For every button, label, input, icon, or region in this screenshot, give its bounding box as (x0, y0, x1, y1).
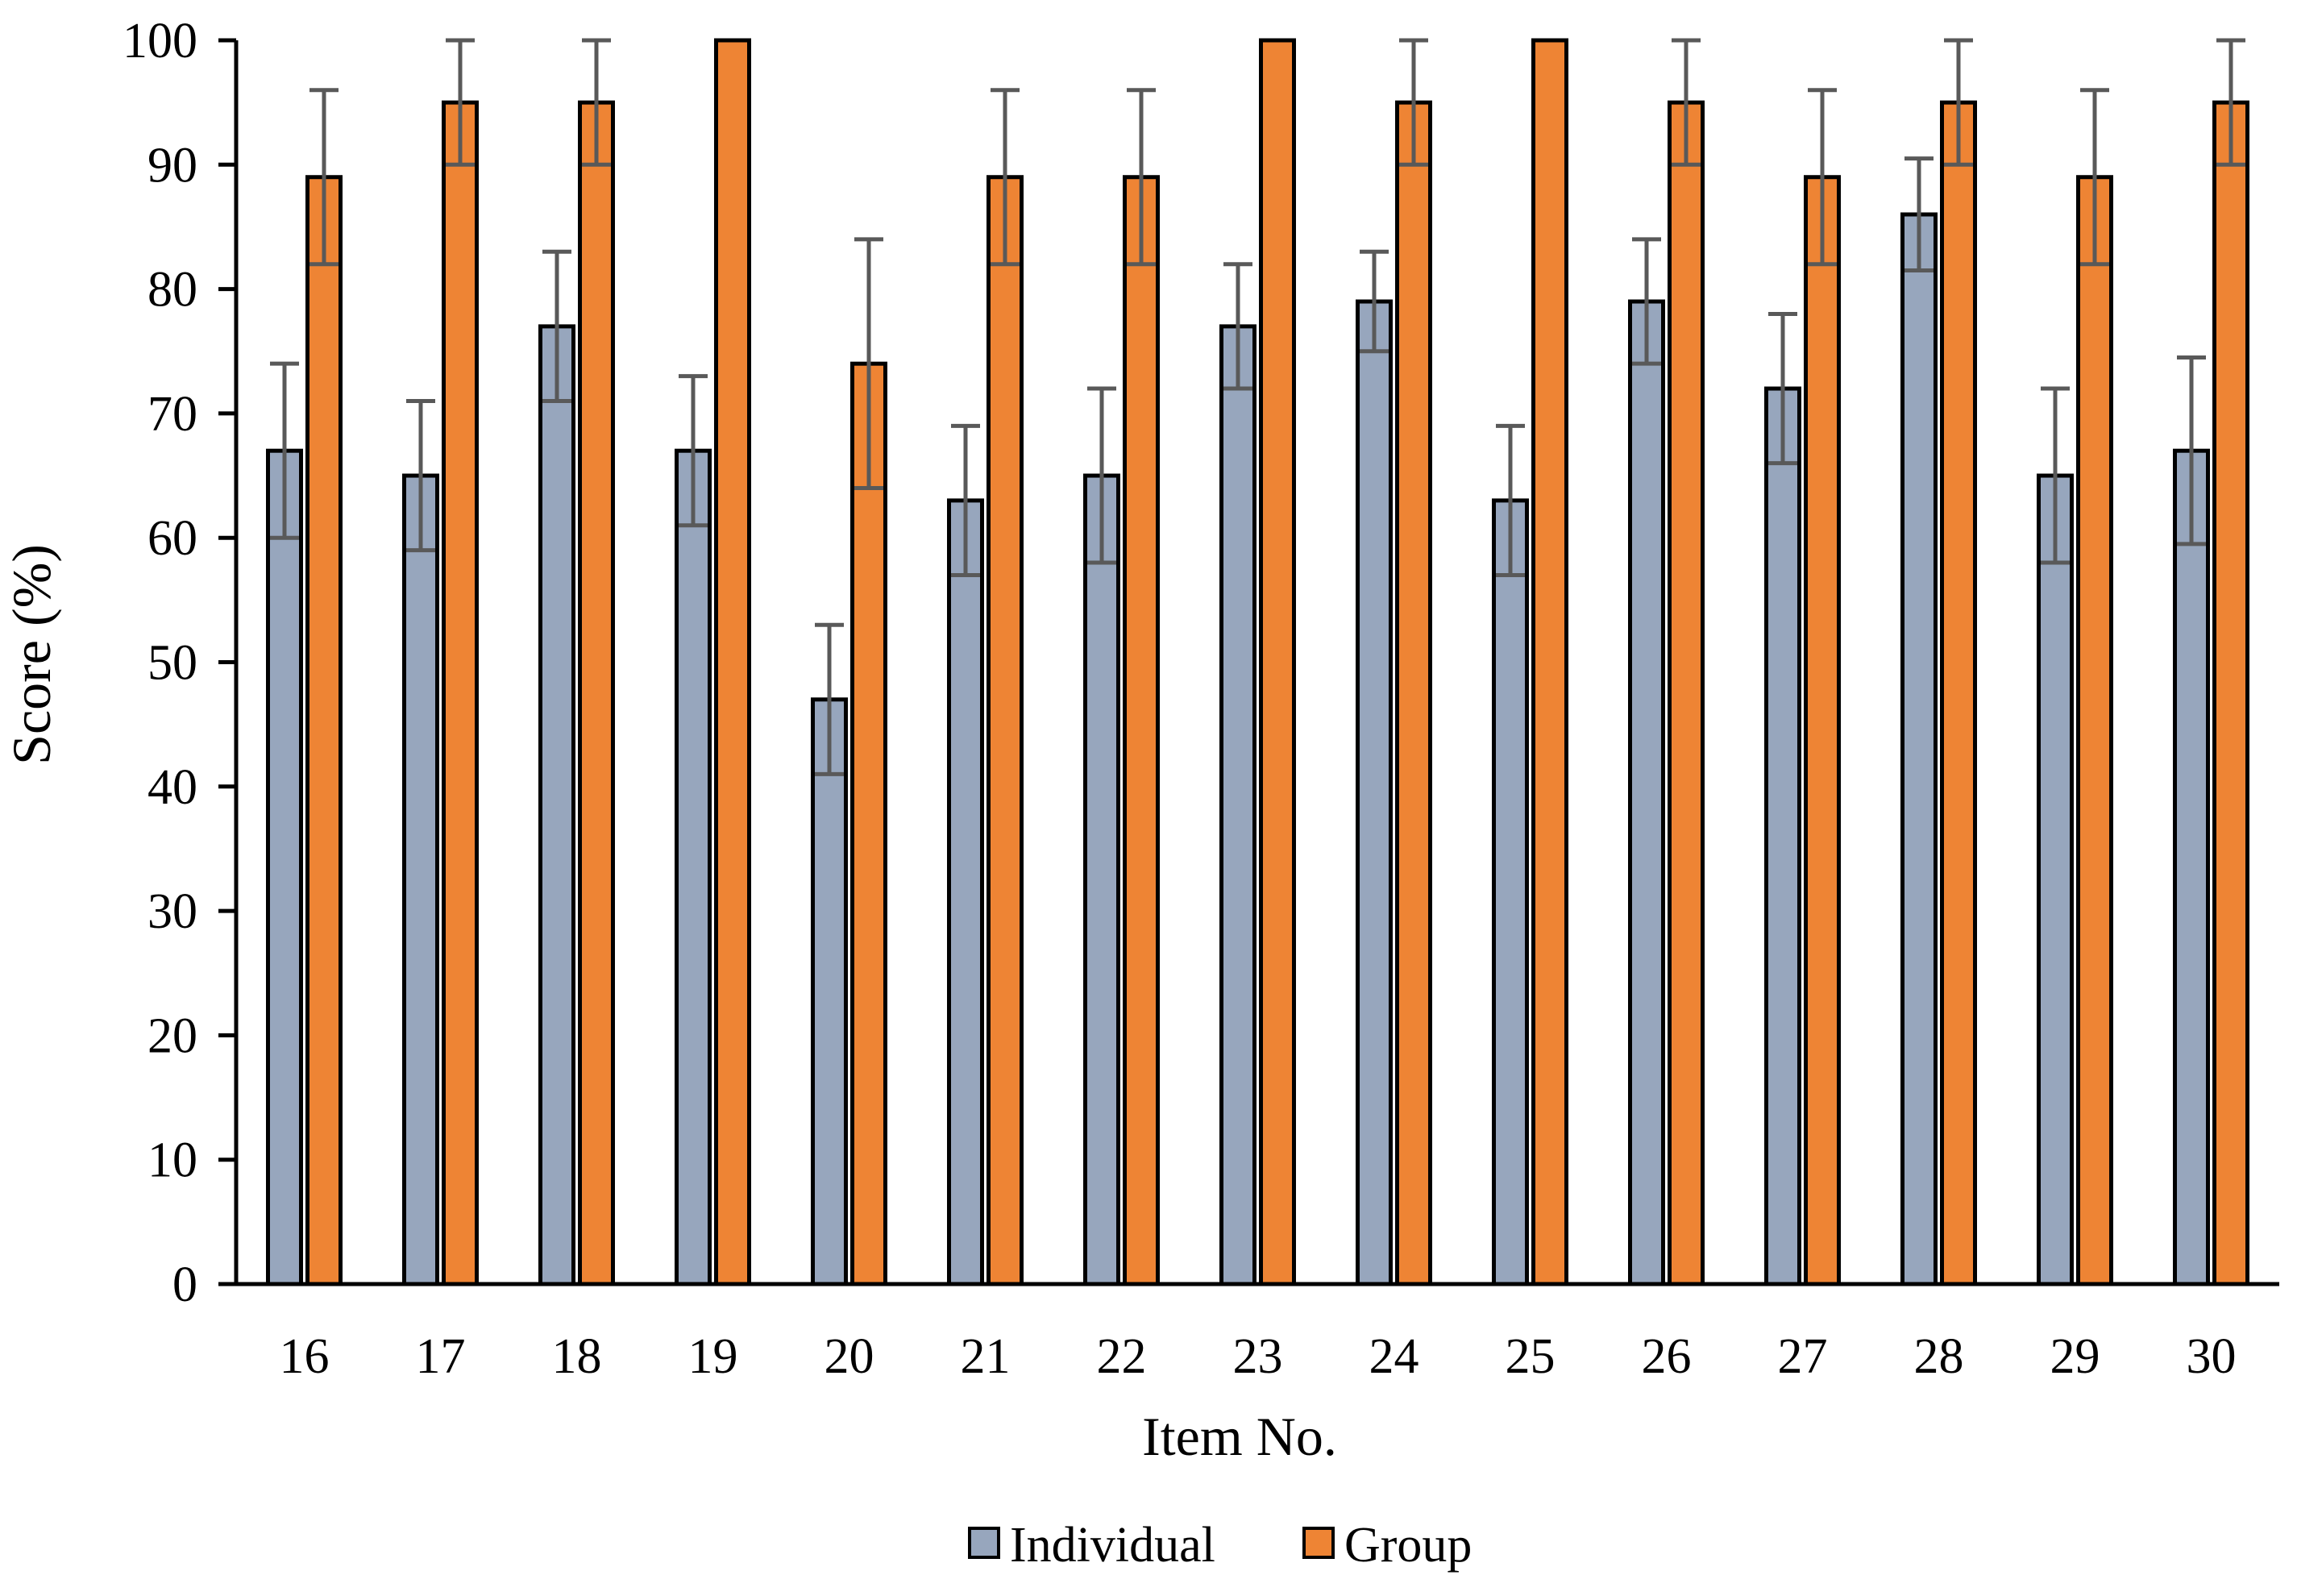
error-bar-group (1944, 38, 1973, 167)
bar-group (850, 361, 887, 1286)
x-tick-label: 17 (416, 1329, 466, 1384)
x-tick-label: 20 (825, 1329, 874, 1384)
y-axis-title: Score (%) (1, 544, 62, 765)
y-tick-label: 20 (147, 1008, 197, 1063)
bar-group (1668, 100, 1705, 1286)
error-bars-layer (270, 38, 2245, 776)
y-tick-label: 100 (123, 14, 197, 69)
bar-individual (266, 448, 303, 1286)
error-bar-individual (2177, 355, 2206, 547)
x-tick-label: 19 (688, 1329, 738, 1384)
bar-group (2212, 100, 2249, 1286)
bar-group (1804, 175, 1841, 1286)
error-bar-group (1127, 88, 1156, 267)
legend-swatch (968, 1527, 1000, 1559)
bar-individual (402, 473, 439, 1286)
bar-individual (1628, 299, 1665, 1286)
y-tick-label: 80 (147, 263, 197, 318)
bar-group (1395, 100, 1432, 1286)
error-bar-group (2080, 88, 2109, 267)
x-tick-label: 30 (2187, 1329, 2237, 1384)
error-bar-group (991, 88, 1020, 267)
bar-group (1940, 100, 1977, 1286)
bars-layer (266, 38, 2249, 1286)
x-tick-label: 29 (2050, 1329, 2100, 1384)
y-tick-label: 10 (147, 1133, 197, 1188)
y-ticks: 0 10 20 30 40 50 60 70 80 90 100 (123, 14, 236, 1312)
bar-group (987, 175, 1024, 1286)
error-bar-individual (2041, 386, 2070, 565)
bar-group (1259, 38, 1296, 1286)
x-tick-label: 22 (1097, 1329, 1147, 1384)
x-tick-label: 26 (1642, 1329, 1692, 1384)
x-axis-title: Item No. (1142, 1406, 1337, 1467)
error-bar-individual (270, 361, 299, 540)
bar-individual (1492, 498, 1529, 1286)
bar-group (2076, 175, 2113, 1286)
x-tick-label: 24 (1369, 1329, 1419, 1384)
bar-individual (947, 498, 984, 1286)
bar-individual (675, 448, 712, 1286)
error-bar-individual (951, 423, 980, 577)
error-bar-individual (406, 398, 435, 553)
error-bar-group (1672, 38, 1701, 167)
error-bar-individual (1223, 262, 1252, 391)
bar-individual (1900, 212, 1938, 1286)
error-bar-individual (1632, 237, 1661, 366)
legend-label: Individual (1010, 1518, 1215, 1573)
bar-individual (1083, 473, 1120, 1286)
bar-individual (1356, 299, 1393, 1286)
error-bar-group (1808, 88, 1837, 267)
error-bar-group (309, 88, 339, 267)
bar-individual (538, 324, 575, 1286)
error-bar-individual (1087, 386, 1116, 565)
bar-group (578, 100, 615, 1286)
x-tick-label: 18 (552, 1329, 602, 1384)
bar-group (1123, 175, 1160, 1286)
y-tick-label: 60 (147, 511, 197, 566)
x-tick-label: 25 (1506, 1329, 1556, 1384)
legend-label: Group (1344, 1518, 1472, 1573)
x-tick-label: 21 (961, 1329, 1011, 1384)
error-bar-individual (1496, 423, 1525, 577)
y-tick-label: 0 (172, 1257, 197, 1312)
error-bar-group (1399, 38, 1428, 167)
bar-individual (1219, 324, 1256, 1286)
y-tick-label: 50 (147, 636, 197, 691)
error-bar-group (2216, 38, 2245, 167)
bar-individual (811, 697, 848, 1286)
x-ticks: 16 17 18 19 20 21 22 23 24 25 26 27 28 29 30 (280, 1329, 2237, 1384)
bar-group (714, 38, 751, 1286)
y-tick-label: 40 (147, 760, 197, 815)
x-tick-label: 23 (1233, 1329, 1283, 1384)
legend-item-individual: Individual (968, 1518, 1215, 1573)
bar-group (305, 175, 343, 1286)
error-bar-individual (815, 622, 844, 776)
legend: Individual Group (968, 1518, 1472, 1573)
x-tick-label: 28 (1914, 1329, 1964, 1384)
legend-swatch (1302, 1527, 1335, 1559)
x-tick-label: 27 (1778, 1329, 1828, 1384)
error-bar-group (582, 38, 611, 167)
y-tick-label: 70 (147, 387, 197, 442)
error-bar-individual (1904, 156, 1934, 272)
y-tick-label: 90 (147, 138, 197, 193)
bar-individual (2173, 448, 2210, 1286)
bar-individual (1764, 386, 1801, 1286)
bar-group (442, 100, 479, 1286)
y-tick-label: 30 (147, 884, 197, 939)
error-bar-individual (679, 374, 708, 528)
error-bar-group (854, 237, 883, 490)
x-tick-label: 16 (280, 1329, 330, 1384)
error-bar-individual (1768, 311, 1797, 466)
legend-item-group: Group (1302, 1518, 1472, 1573)
error-bar-group (446, 38, 475, 167)
bar-individual (2037, 473, 2074, 1286)
bar-group (1531, 38, 1568, 1286)
error-bar-individual (542, 249, 571, 403)
error-bar-individual (1360, 249, 1389, 354)
